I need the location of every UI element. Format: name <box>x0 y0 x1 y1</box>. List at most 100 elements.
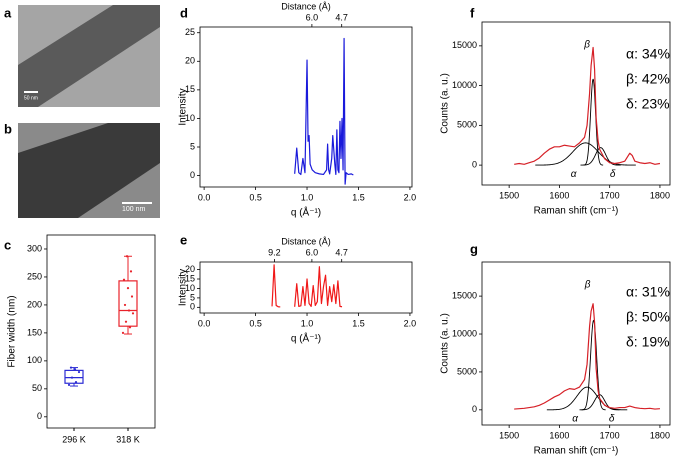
fraction-annotation: β: 42% <box>626 71 670 87</box>
y-axis-label: Fiber width (nm) <box>7 295 18 367</box>
x2-tick-label: 6.0 <box>306 12 319 22</box>
data-line <box>514 303 660 410</box>
y-tick-label: 150 <box>27 327 42 337</box>
x-tick-label: 1700 <box>600 190 620 200</box>
x-tick-label: 1800 <box>650 190 670 200</box>
x2-tick-label: 6.0 <box>306 247 319 257</box>
fit-component <box>583 78 604 166</box>
x2-tick-label: 9.2 <box>268 247 281 257</box>
y-axis-label: Counts (a. u.) <box>440 73 451 134</box>
x2-tick-label: 4.7 <box>335 12 348 22</box>
y-tick-label: 5000 <box>457 366 477 376</box>
box <box>64 369 84 384</box>
component-label: δ <box>610 169 616 180</box>
scale-bar-label: 100 nm <box>122 206 146 213</box>
fit-component <box>579 394 620 411</box>
y-tick-label: 0 <box>37 411 42 421</box>
data-point <box>125 255 129 258</box>
x2-axis-label: Distance (Å) <box>281 236 331 246</box>
x2-axis-label: Distance (Å) <box>281 1 331 11</box>
fraction-annotation: α: 31% <box>626 284 670 300</box>
data-point <box>123 303 127 307</box>
y-tick-label: 200 <box>27 299 42 309</box>
data-point <box>74 381 78 384</box>
y-tick-label: 15 <box>185 84 195 94</box>
component-label: α <box>571 169 577 180</box>
y-axis-label: Counts (a. u.) <box>440 313 451 374</box>
x-tick-label: 0.5 <box>249 318 262 328</box>
y-tick-label: 15 <box>185 273 195 283</box>
scale-bar-label: 50 nm <box>24 95 38 101</box>
x-tick-label: 318 K <box>116 434 140 444</box>
fiber <box>18 123 160 218</box>
fraction-annotation: δ: 23% <box>626 96 670 112</box>
x-tick-label: 0.5 <box>249 192 262 202</box>
y-tick-label: 20 <box>185 56 195 66</box>
y-tick-label: 100 <box>27 355 42 365</box>
panel-label: c <box>4 237 11 252</box>
data-point <box>122 278 126 281</box>
y-tick-label: 10 <box>185 113 195 123</box>
y-tick-label: 5 <box>190 141 195 151</box>
x-tick-label: 1.5 <box>352 192 365 202</box>
x-axis-label: Raman shift (cm⁻¹) <box>534 446 619 457</box>
data-line <box>271 264 343 308</box>
x-tick-label: 1500 <box>499 190 519 200</box>
x-tick-label: 1800 <box>650 430 670 440</box>
data-point <box>124 320 128 323</box>
component-label: δ <box>609 413 615 424</box>
panel-label: b <box>4 121 12 136</box>
data-point <box>70 376 74 379</box>
y-tick-label: 250 <box>27 271 42 281</box>
data-line <box>514 46 661 165</box>
fit-component <box>535 142 636 166</box>
axes-frame <box>481 21 671 186</box>
data-point <box>126 287 130 290</box>
data-line <box>294 37 354 185</box>
fit-component <box>580 147 621 166</box>
x-tick-label: 1600 <box>549 190 569 200</box>
component-label: β <box>584 280 591 291</box>
x-tick-label: 2.0 <box>404 318 417 328</box>
data-point <box>130 295 134 298</box>
y-tick-label: 15000 <box>452 40 477 50</box>
data-point <box>69 366 73 369</box>
y-tick-label: 0 <box>472 159 477 169</box>
x-tick-label: 0.0 <box>198 192 211 202</box>
x-tick-label: 1600 <box>549 430 569 440</box>
y-axis-label: Intensity <box>178 269 189 306</box>
x-tick-label: 1.5 <box>352 318 365 328</box>
fit-component <box>581 319 606 411</box>
x-tick-label: 2.0 <box>404 192 417 202</box>
data-point <box>121 331 125 334</box>
x-tick-label: 1.0 <box>301 192 314 202</box>
x-tick-label: 1.0 <box>301 318 314 328</box>
x-axis-label: q (Å⁻¹) <box>291 206 321 219</box>
data-point <box>128 326 132 329</box>
y-tick-label: 5000 <box>457 120 477 130</box>
axes-frame <box>46 234 156 429</box>
data-point <box>67 383 71 387</box>
panel-label: e <box>180 232 187 247</box>
x-tick-label: 1500 <box>499 430 519 440</box>
fiber <box>18 5 160 107</box>
y-tick-label: 10000 <box>452 328 477 338</box>
data-point <box>73 368 77 371</box>
y-tick-label: 0 <box>472 404 477 414</box>
x-tick-label: 1700 <box>600 430 620 440</box>
x-axis-label: q (Å⁻¹) <box>291 332 321 345</box>
component-label: α <box>572 413 578 424</box>
y-tick-label: 0 <box>190 302 195 312</box>
panel-label: a <box>4 5 12 20</box>
data-point <box>129 270 133 273</box>
data-point <box>77 370 81 374</box>
panel-label: d <box>180 5 188 20</box>
y-tick-label: 300 <box>27 243 42 253</box>
x2-tick-label: 4.7 <box>335 247 348 257</box>
fraction-annotation: α: 34% <box>626 46 670 62</box>
axes-frame <box>199 26 413 188</box>
x-axis-label: Raman shift (cm⁻¹) <box>534 206 619 217</box>
fraction-annotation: β: 50% <box>626 309 670 325</box>
data-point <box>127 309 131 312</box>
